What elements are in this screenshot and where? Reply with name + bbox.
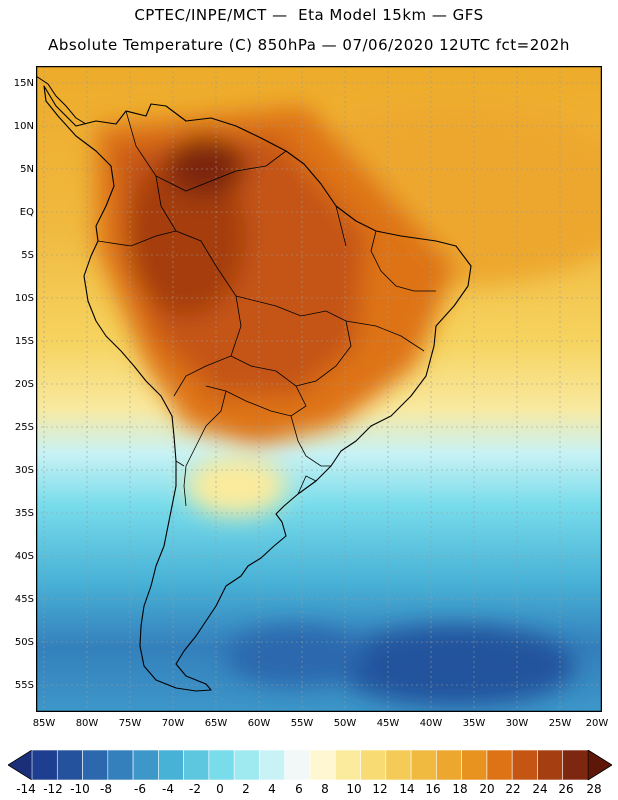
- colorbar-cell: [56, 750, 83, 780]
- lat-label: 25S: [14, 422, 34, 433]
- colorbar-cell: [385, 750, 412, 780]
- colorbar-cell: [537, 750, 564, 780]
- lon-label: 45W: [376, 718, 400, 729]
- colorbar-high-arrow: [587, 750, 612, 780]
- colorbar-label: 4: [268, 782, 276, 796]
- lon-label: 50W: [333, 718, 357, 729]
- colorbar-label: -6: [134, 782, 146, 796]
- central-america-outline: [36, 75, 87, 125]
- colorbar-cell: [410, 750, 437, 780]
- colorbar-cell: [183, 750, 210, 780]
- colorbar-label: 16: [425, 782, 441, 796]
- lon-label: 85W: [32, 718, 56, 729]
- colorbar-cell: [233, 750, 260, 780]
- temperature-map: [36, 66, 602, 712]
- title-line-2: Absolute Temperature (C) 850hPa — 07/06/…: [48, 36, 570, 54]
- lat-label: 30S: [14, 465, 34, 476]
- colorbar-cell: [208, 750, 235, 780]
- lon-label: 40W: [419, 718, 443, 729]
- lat-label: 15N: [13, 78, 34, 89]
- colorbar-cell: [284, 750, 311, 780]
- continent-outline: [43, 85, 472, 692]
- lat-label: 20S: [14, 379, 34, 390]
- colorbar-cell: [158, 750, 184, 780]
- lat-label: 50S: [14, 637, 34, 648]
- colorbar-label: 6: [295, 782, 303, 796]
- colorbar-label: -12: [43, 782, 63, 796]
- colorbar-label: 2: [242, 782, 250, 796]
- lat-label: 5N: [20, 164, 34, 175]
- colorbar-label: -4: [162, 782, 174, 796]
- colorbar-cell: [461, 750, 488, 780]
- colorbar-cell: [436, 750, 462, 780]
- colorbar-cell: [360, 750, 387, 780]
- colorbar-cell: [511, 750, 538, 780]
- colorbar-cell: [132, 750, 159, 780]
- cold-core-west: [226, 626, 366, 686]
- colorbar-label: -2: [189, 782, 201, 796]
- colorbar-cell: [486, 750, 513, 780]
- lon-label: 60W: [247, 718, 271, 729]
- colorbar-cell: [107, 750, 134, 780]
- lon-label: 25W: [548, 718, 572, 729]
- lon-label: 80W: [75, 718, 99, 729]
- colorbar-label: 26: [558, 782, 574, 796]
- colorbar-label: 24: [532, 782, 548, 796]
- hottest-zone-2: [166, 136, 246, 196]
- colorbar-label: 20: [479, 782, 495, 796]
- colorbar-cell: [562, 750, 589, 780]
- lon-label: 70W: [161, 718, 185, 729]
- colorbar-label: -10: [70, 782, 90, 796]
- graticule: [36, 66, 602, 712]
- lon-label: 65W: [204, 718, 228, 729]
- colorbar-label: 18: [452, 782, 468, 796]
- colorbar-label: -8: [100, 782, 112, 796]
- colorbar-label: 22: [505, 782, 521, 796]
- colorbar-cell: [31, 750, 58, 780]
- lat-label: 45S: [14, 594, 34, 605]
- map-frame: [36, 66, 602, 712]
- colorbar-cell: [259, 750, 286, 780]
- lon-label: 55W: [290, 718, 314, 729]
- lon-label: 20W: [585, 718, 609, 729]
- lat-label: 55S: [14, 680, 34, 691]
- colorbar-label: 10: [346, 782, 362, 796]
- colorbar-label: 8: [321, 782, 329, 796]
- colorbar-low-arrow: [8, 750, 33, 780]
- lat-label: 15S: [14, 336, 34, 347]
- colorbar-cell: [334, 750, 361, 780]
- lat-label: 40S: [14, 551, 34, 562]
- colorbar-label: 14: [399, 782, 415, 796]
- colorbar-label: -14: [16, 782, 36, 796]
- colorbar-label: 28: [586, 782, 602, 796]
- lat-label: 10N: [13, 121, 34, 132]
- colorbar-cell: [82, 750, 109, 780]
- colorbar-cell: [309, 750, 336, 780]
- lat-label: EQ: [19, 207, 34, 218]
- title-line-1: CPTEC/INPE/MCT — Eta Model 15km — GFS: [134, 6, 484, 24]
- lat-label: 10S: [14, 293, 34, 304]
- country-borders: [97, 110, 436, 507]
- lon-label: 35W: [462, 718, 486, 729]
- colorbar-label: 12: [372, 782, 388, 796]
- colorbar-cells: [31, 750, 589, 780]
- colorbar: [8, 750, 612, 780]
- cold-core-east: [336, 626, 576, 706]
- lat-label: 5S: [21, 250, 34, 261]
- colorbar-label: 0: [216, 782, 224, 796]
- pampas-mild: [186, 456, 286, 516]
- lon-label: 30W: [505, 718, 529, 729]
- lon-label: 75W: [118, 718, 142, 729]
- lat-label: 35S: [14, 508, 34, 519]
